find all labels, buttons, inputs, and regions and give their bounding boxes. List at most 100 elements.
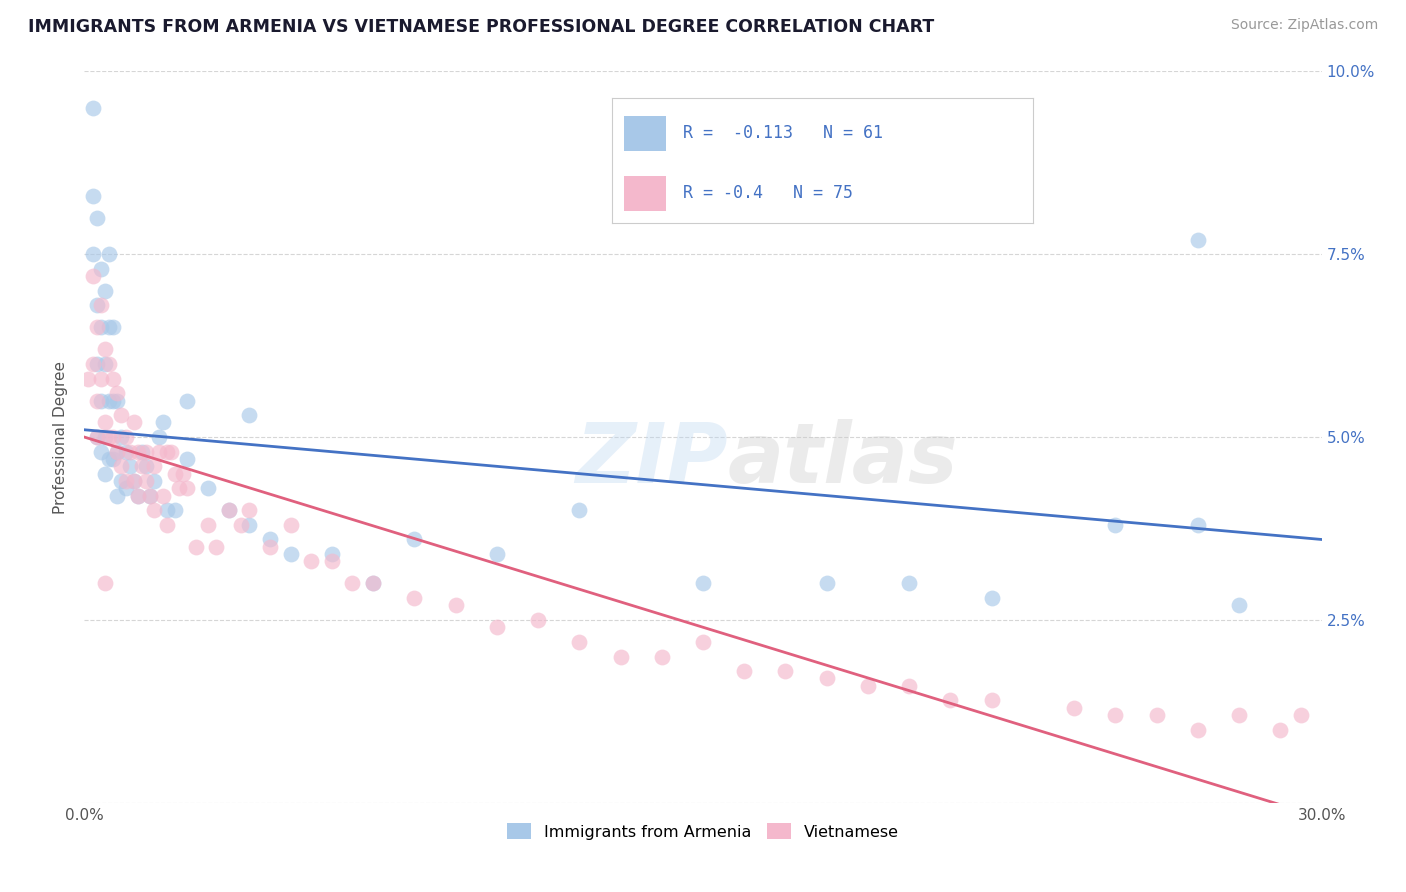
- Point: [229, 517, 252, 532]
- Point: [1104, 708, 1126, 723]
- Point: [152, 489, 174, 503]
- Point: [156, 517, 179, 532]
- Point: [218, 503, 240, 517]
- Point: [1289, 708, 1312, 723]
- Point: [105, 489, 128, 503]
- Point: [197, 481, 219, 495]
- Point: [733, 664, 755, 678]
- Point: [361, 576, 384, 591]
- Point: [110, 474, 132, 488]
- Text: ZIP: ZIP: [575, 418, 728, 500]
- Point: [127, 489, 149, 503]
- Point: [90, 298, 112, 312]
- Point: [361, 576, 384, 591]
- Point: [651, 649, 673, 664]
- Point: [280, 517, 302, 532]
- Point: [609, 649, 631, 664]
- Point: [103, 393, 125, 408]
- Point: [1227, 708, 1250, 723]
- Point: [815, 576, 838, 591]
- Point: [98, 247, 121, 261]
- Point: [122, 416, 145, 430]
- Point: [1146, 708, 1168, 723]
- Point: [156, 444, 179, 458]
- Point: [404, 591, 426, 605]
- Point: [110, 459, 132, 474]
- Point: [692, 576, 714, 591]
- Point: [139, 489, 162, 503]
- Point: [898, 679, 921, 693]
- Point: [156, 503, 179, 517]
- Point: [205, 540, 228, 554]
- Point: [148, 444, 170, 458]
- Point: [82, 101, 104, 115]
- Point: [980, 693, 1002, 707]
- Point: [94, 467, 117, 481]
- Point: [82, 188, 104, 202]
- Point: [321, 547, 343, 561]
- Point: [82, 357, 104, 371]
- Point: [404, 533, 426, 547]
- Text: Source: ZipAtlas.com: Source: ZipAtlas.com: [1230, 18, 1378, 32]
- Point: [105, 444, 128, 458]
- Text: IMMIGRANTS FROM ARMENIA VS VIETNAMESE PROFESSIONAL DEGREE CORRELATION CHART: IMMIGRANTS FROM ARMENIA VS VIETNAMESE PR…: [28, 18, 935, 36]
- Point: [165, 467, 187, 481]
- Text: R =  -0.113   N = 61: R = -0.113 N = 61: [683, 124, 883, 142]
- Point: [86, 430, 108, 444]
- Point: [238, 517, 260, 532]
- Point: [815, 672, 838, 686]
- Point: [105, 393, 128, 408]
- Point: [103, 371, 125, 385]
- Point: [1104, 517, 1126, 532]
- Point: [90, 320, 112, 334]
- Point: [77, 371, 100, 385]
- Point: [775, 664, 797, 678]
- Point: [86, 298, 108, 312]
- Point: [898, 576, 921, 591]
- Point: [167, 481, 190, 495]
- Point: [280, 547, 302, 561]
- Point: [86, 430, 108, 444]
- Point: [90, 371, 112, 385]
- Point: [127, 444, 149, 458]
- Point: [135, 459, 157, 474]
- Point: [176, 481, 198, 495]
- Point: [131, 444, 153, 458]
- Point: [176, 393, 198, 408]
- Point: [127, 489, 149, 503]
- Point: [86, 211, 108, 225]
- Point: [939, 693, 962, 707]
- Point: [103, 320, 125, 334]
- Point: [172, 467, 194, 481]
- Point: [90, 393, 112, 408]
- Point: [110, 430, 132, 444]
- Point: [105, 444, 128, 458]
- Point: [692, 635, 714, 649]
- Point: [114, 474, 136, 488]
- Text: R = -0.4   N = 75: R = -0.4 N = 75: [683, 184, 853, 202]
- Point: [321, 554, 343, 568]
- Point: [148, 430, 170, 444]
- Point: [527, 613, 550, 627]
- Point: [105, 386, 128, 401]
- Point: [1187, 517, 1209, 532]
- Point: [980, 591, 1002, 605]
- Point: [103, 452, 125, 467]
- Point: [160, 444, 183, 458]
- Point: [114, 481, 136, 495]
- Point: [1187, 723, 1209, 737]
- Point: [176, 452, 198, 467]
- Point: [94, 576, 117, 591]
- Point: [118, 459, 141, 474]
- Point: [135, 444, 157, 458]
- Point: [238, 408, 260, 422]
- Point: [114, 444, 136, 458]
- Point: [86, 393, 108, 408]
- Point: [86, 357, 108, 371]
- Point: [94, 430, 117, 444]
- Point: [86, 320, 108, 334]
- Point: [444, 599, 467, 613]
- Point: [485, 620, 508, 634]
- Point: [568, 635, 591, 649]
- Point: [1270, 723, 1292, 737]
